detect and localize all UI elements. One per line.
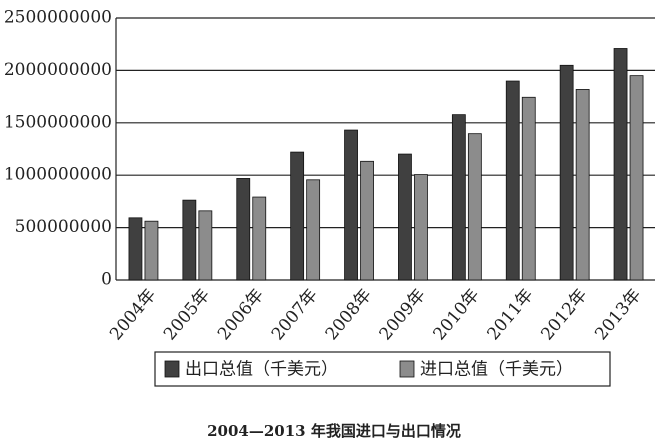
- bar: [182, 199, 197, 281]
- x-tick-label: 2008年: [322, 285, 376, 344]
- y-tick-label: 2500000000: [4, 8, 112, 28]
- x-tick-label: 2006年: [214, 285, 268, 344]
- bar: [360, 160, 374, 281]
- bar: [521, 96, 536, 281]
- bar: [414, 174, 428, 281]
- bar: [198, 210, 213, 281]
- x-tick-label: 2013年: [591, 285, 645, 344]
- x-tick-label: 2011年: [483, 285, 537, 344]
- x-tick-label: 2009年: [376, 285, 430, 344]
- y-tick-label: 500000000: [15, 217, 112, 237]
- legend-label: 进口总值（千美元）: [420, 360, 573, 380]
- chart-title: 2004—2013 年我国进口与出口情况: [207, 422, 461, 440]
- bar: [467, 133, 482, 281]
- bar: [629, 75, 644, 281]
- bar: [236, 178, 251, 281]
- y-tick-label: 0: [101, 270, 112, 290]
- bar: [451, 114, 466, 281]
- legend-box: [154, 351, 611, 387]
- x-tick-label: 2012年: [537, 285, 591, 344]
- bar: [252, 196, 267, 281]
- y-tick-label: 1000000000: [4, 165, 112, 185]
- bar: [398, 153, 412, 281]
- bar: [344, 129, 358, 281]
- x-tick-label: 2007年: [268, 285, 322, 344]
- bar: [505, 80, 520, 281]
- legend-swatch: [399, 360, 415, 378]
- x-tick-label: 2004年: [106, 285, 160, 344]
- x-tick-label: 2005年: [160, 285, 214, 344]
- y-tick-label: 2000000000: [4, 60, 112, 80]
- bar: [613, 48, 628, 281]
- y-tick-label: 1500000000: [4, 112, 112, 132]
- bar: [290, 151, 305, 281]
- bar: [144, 220, 159, 281]
- bar: [575, 89, 590, 281]
- bar: [559, 64, 574, 281]
- x-tick-label: 2010年: [430, 285, 484, 344]
- bar: [128, 217, 143, 281]
- bar: [306, 179, 321, 281]
- legend-label: 出口总值（千美元）: [185, 360, 338, 380]
- legend-swatch: [164, 360, 180, 378]
